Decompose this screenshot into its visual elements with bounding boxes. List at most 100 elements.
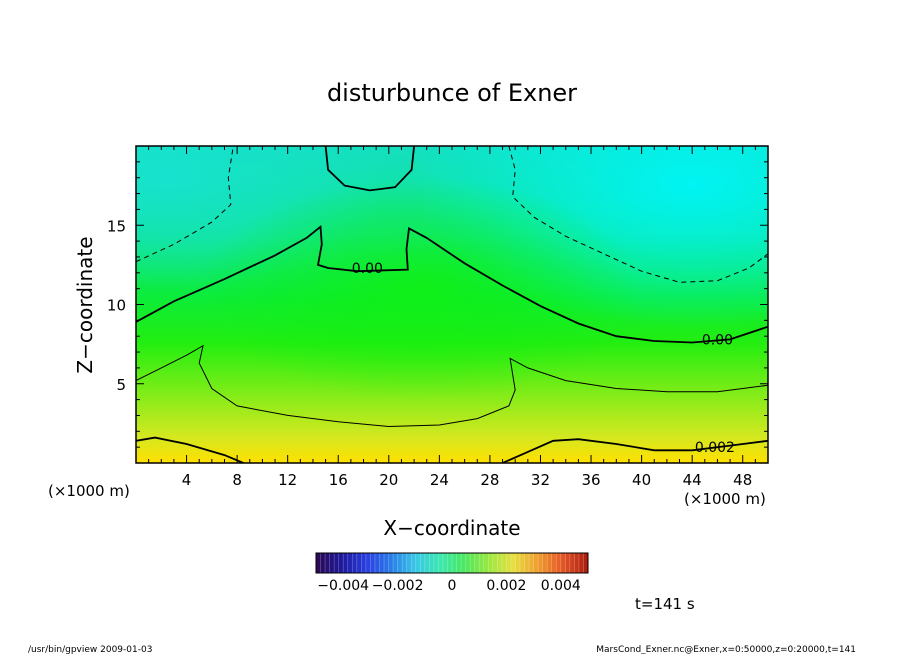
colorbar-tick-label-2: 0 [448,578,457,594]
y-tick-label-5: 5 [116,376,126,394]
colorbar: −0.004 −0.002 0 0.002 0.004 [315,552,589,594]
colorbar-cell-8 [352,553,358,573]
colorbar-tick-label-0: −0.004 [317,578,369,594]
colorbar-cell-18 [397,553,403,573]
colorbar-cell-44 [515,553,521,573]
colorbar-cell-13 [374,553,380,573]
colorbar-cell-19 [402,553,408,573]
colorbar-cell-41 [501,553,507,573]
colorbar-tick-label-1: −0.002 [372,578,424,594]
colorbar-cell-37 [483,553,489,573]
contour-line-5 [136,436,244,463]
colorbar-cell-57 [574,553,580,573]
colorbar-cell-42 [506,553,512,573]
colorbar-cell-31 [456,553,462,573]
x-tick-label-40: 40 [632,471,651,489]
colorbar-cell-3 [329,553,335,573]
contour-line-1 [136,225,768,344]
x-tick-label-24: 24 [430,471,449,489]
colorbar-cell-43 [510,553,516,573]
colorbar-cell-40 [497,553,503,573]
colorbar-cell-7 [347,553,353,573]
x-unit-left: (×1000 m) [48,482,130,500]
colorbar-cell-10 [361,553,367,573]
colorbar-cell-56 [569,553,575,573]
colorbar-cell-15 [384,553,389,573]
colorbar-cells [315,553,589,573]
colorbar-cell-23 [420,553,426,573]
y-axis-ticks: 5 10 15 [107,161,768,448]
plot-area [136,146,768,463]
colorbar-cell-50 [542,553,548,573]
colorbar-cell-4 [334,553,340,573]
colorbar-cell-22 [415,553,421,573]
x-axis-label: X−coordinate [383,516,520,540]
colorbar-cell-34 [470,553,476,573]
colorbar-cell-36 [479,553,485,573]
footer-right: MarsCond_Exner.nc@Exner,x=0:50000,z=0:20… [596,645,856,654]
colorbar-cell-32 [461,553,466,573]
colorbar-cell-25 [429,553,435,573]
chart-title: disturbunce of Exner [327,79,577,107]
colorbar-cell-55 [565,553,571,573]
colorbar-cell-11 [365,553,371,573]
colorbar-cell-33 [465,553,471,573]
colorbar-cell-24 [424,553,430,573]
colorbar-cell-27 [438,553,444,573]
colorbar-cell-26 [433,553,439,573]
x-tick-label-8: 8 [232,471,242,489]
colorbar-cell-38 [488,553,494,573]
x-tick-label-20: 20 [379,471,398,489]
x-tick-label-12: 12 [278,471,297,489]
colorbar-cell-53 [556,553,562,573]
x-tick-label-32: 32 [531,471,550,489]
y-tick-label-15: 15 [107,217,126,235]
contour-line-4 [136,344,768,428]
contour-label-0: 0.00 [352,261,383,277]
colorbar-cell-21 [411,553,417,573]
contour-label-1: 0.00 [702,332,733,348]
colorbar-cell-14 [379,553,385,573]
footer-left: /usr/bin/gpview 2009-01-03 [28,645,152,654]
x-tick-label-44: 44 [683,471,702,489]
colorbar-cell-29 [447,553,453,573]
contour-label-layer: 0.00 0.00 0.002 [352,261,735,456]
colorbar-cell-48 [533,553,539,573]
time-label: t=141 s [635,595,695,613]
contour-label-2: 0.002 [695,440,735,456]
colorbar-frame [315,552,589,574]
colorbar-cell-39 [492,553,498,573]
colorbar-cell-28 [442,553,448,573]
x-unit-right: (×1000 m) [684,490,766,508]
contour-line-6 [502,438,768,463]
field-green-center [136,146,768,463]
x-tick-label-16: 16 [329,471,348,489]
colorbar-cell-20 [406,553,412,573]
colorbar-cell-1 [320,553,326,573]
contour-line-3 [508,146,768,283]
colorbar-cell-9 [356,553,362,573]
colorbar-cell-30 [452,553,457,573]
colorbar-cell-54 [560,553,566,573]
colorbar-cell-45 [520,553,525,573]
colorbar-cell-17 [393,553,398,573]
x-tick-label-4: 4 [182,471,192,489]
colorbar-cell-47 [529,553,534,573]
colorbar-cell-0 [316,553,321,573]
colorbar-ticks: −0.004 −0.002 0 0.002 0.004 [317,578,581,594]
colorbar-cell-52 [551,553,557,573]
colorbar-cell-16 [388,553,394,573]
colorbar-cell-58 [578,553,584,573]
colorbar-cell-59 [583,553,589,573]
colorbar-cell-49 [538,553,544,573]
x-tick-label-28: 28 [480,471,499,489]
colorbar-cell-51 [547,553,553,573]
x-axis-ticks: 4 8 12 16 20 24 28 32 36 40 44 48 [148,146,756,489]
colorbar-cell-12 [370,553,376,573]
x-tick-label-36: 36 [581,471,600,489]
colorbar-cell-5 [338,553,344,573]
colorbar-cell-2 [325,553,330,573]
colorbar-cell-35 [474,553,480,573]
y-axis-label: Z−coordinate [73,236,97,373]
